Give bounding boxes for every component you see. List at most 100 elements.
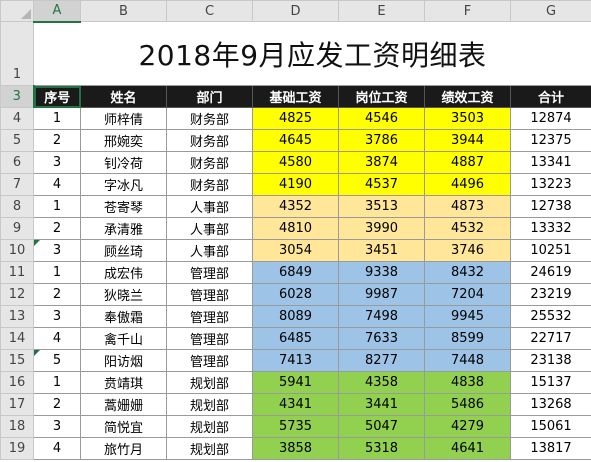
cell-perf[interactable]: 8432 [424,261,511,284]
cell-base[interactable]: 4580 [252,151,339,174]
cell-seq[interactable]: 3 [33,151,81,174]
row-header[interactable]: 18 [0,415,34,438]
cell-name[interactable]: 狄晓兰 [80,283,167,306]
cell-base[interactable]: 6028 [252,283,339,306]
cell-dept[interactable]: 人事部 [166,195,253,218]
cell-post[interactable]: 3513 [338,195,425,218]
cell-base[interactable]: 8089 [252,305,339,328]
row-header[interactable]: 11 [0,261,34,284]
cell-name[interactable]: 禽千山 [80,327,167,350]
cell-name[interactable]: 简悦宜 [80,415,167,438]
cell-base[interactable]: 3858 [252,437,339,460]
cell-seq[interactable]: 4 [33,173,81,196]
row-header[interactable]: 16 [0,371,34,394]
cell-perf[interactable]: 8599 [424,327,511,350]
cell-base[interactable]: 3054 [252,239,339,262]
row-header[interactable]: 9 [0,217,34,240]
cell-dept[interactable]: 管理部 [166,349,253,372]
cell-base[interactable]: 4645 [252,129,339,152]
cell-base[interactable]: 4341 [252,393,339,416]
cell-total[interactable]: 12874 [510,107,591,130]
cell-perf[interactable]: 5486 [424,393,511,416]
cell-dept[interactable]: 财务部 [166,107,253,130]
cell-seq[interactable]: 2 [33,217,81,240]
header-perf[interactable]: 绩效工资 [424,85,511,108]
cell-total[interactable]: 13341 [510,151,591,174]
cell-post[interactable]: 5318 [338,437,425,460]
cell-perf[interactable]: 4532 [424,217,511,240]
header-post[interactable]: 岗位工资 [338,85,425,108]
row-header[interactable]: 17 [0,393,34,416]
cell-perf[interactable]: 4838 [424,371,511,394]
header-base[interactable]: 基础工资 [252,85,339,108]
row-header[interactable]: 4 [0,107,34,130]
cell-perf[interactable]: 7448 [424,349,511,372]
cell-name[interactable]: 承清雅 [80,217,167,240]
cell-post[interactable]: 7498 [338,305,425,328]
cell-total[interactable]: 22717 [510,327,591,350]
cell-dept[interactable]: 规划部 [166,415,253,438]
cell-post[interactable]: 9338 [338,261,425,284]
cell-post[interactable]: 5047 [338,415,425,438]
cell-perf[interactable]: 4641 [424,437,511,460]
cell-seq[interactable]: 3 [33,239,81,262]
header-name[interactable]: 姓名 [80,85,167,108]
cell-base[interactable]: 5941 [252,371,339,394]
cell-base[interactable]: 5735 [252,415,339,438]
cell-dept[interactable]: 财务部 [166,173,253,196]
cell-name[interactable]: 成宏伟 [80,261,167,284]
cell-dept[interactable]: 管理部 [166,305,253,328]
cell-perf[interactable]: 3746 [424,239,511,262]
cell-post[interactable]: 3441 [338,393,425,416]
cell-total[interactable]: 13332 [510,217,591,240]
cell-seq[interactable]: 4 [33,437,81,460]
column-header-c[interactable]: C [166,0,253,22]
column-header-f[interactable]: F [424,0,511,22]
column-header-e[interactable]: E [338,0,425,22]
cell-dept[interactable]: 人事部 [166,239,253,262]
cell-dept[interactable]: 管理部 [166,283,253,306]
cell-post[interactable]: 8277 [338,349,425,372]
cell-perf[interactable]: 4496 [424,173,511,196]
cell-perf[interactable]: 4887 [424,151,511,174]
cell-total[interactable]: 13268 [510,393,591,416]
cell-base[interactable]: 7413 [252,349,339,372]
cell-seq[interactable]: 1 [33,107,81,130]
cell-name[interactable]: 旅竹月 [80,437,167,460]
cell-perf[interactable]: 4279 [424,415,511,438]
cell-dept[interactable]: 管理部 [166,327,253,350]
cell-post[interactable]: 4537 [338,173,425,196]
cell-perf[interactable]: 3503 [424,107,511,130]
cell-post[interactable]: 7633 [338,327,425,350]
cell-dept[interactable]: 规划部 [166,393,253,416]
cell-seq[interactable]: 3 [33,415,81,438]
cell-total[interactable]: 23219 [510,283,591,306]
cell-dept[interactable]: 财务部 [166,151,253,174]
cell-total[interactable]: 13817 [510,437,591,460]
cell-name[interactable]: 邢婉奕 [80,129,167,152]
cell-seq[interactable]: 1 [33,371,81,394]
cell-base[interactable]: 6849 [252,261,339,284]
cell-post[interactable]: 3451 [338,239,425,262]
cell-base[interactable]: 4190 [252,173,339,196]
cell-dept[interactable]: 人事部 [166,217,253,240]
cell-total[interactable]: 12375 [510,129,591,152]
cell-post[interactable]: 4546 [338,107,425,130]
column-header-g[interactable]: G [510,0,591,22]
cell-perf[interactable]: 9945 [424,305,511,328]
cell-dept[interactable]: 管理部 [166,261,253,284]
row-header[interactable]: 15 [0,349,34,372]
row-header[interactable]: 6 [0,151,34,174]
row-header[interactable]: 14 [0,327,34,350]
column-header-a[interactable]: A [33,0,81,23]
cell-base[interactable]: 4810 [252,217,339,240]
cell-post[interactable]: 4358 [338,371,425,394]
cell-seq[interactable]: 2 [33,283,81,306]
cell-base[interactable]: 4352 [252,195,339,218]
cell-seq[interactable]: 5 [33,349,81,372]
cell-base[interactable]: 4825 [252,107,339,130]
cell-total[interactable]: 23138 [510,349,591,372]
row-header[interactable]: 19 [0,437,34,460]
cell-name[interactable]: 钊冷荷 [80,151,167,174]
cell-name[interactable]: 贲靖琪 [80,371,167,394]
